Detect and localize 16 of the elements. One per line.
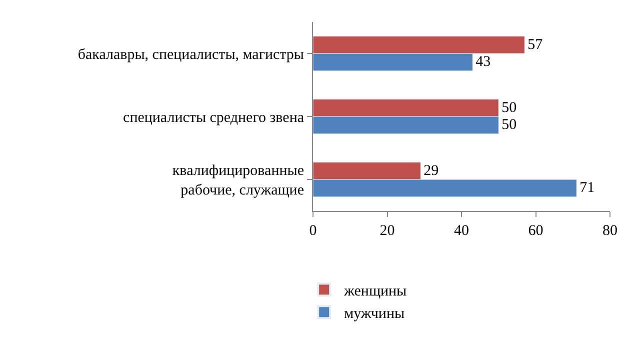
data-label: 29 [424,162,439,179]
y-tick-label: специалисты среднего звена [123,110,304,126]
x-tick-label: 20 [380,223,395,239]
data-label: 57 [528,36,544,53]
data-label: 71 [580,180,595,196]
data-label: 43 [476,54,491,70]
y-tick-label: квалифицированные рабочие, служащие [172,163,304,198]
x-tick-label: 60 [528,223,544,239]
legend-label: мужчины [344,306,405,322]
legend-label: женщины [343,283,407,300]
x-tick-label: 80 [602,223,618,239]
x-tick-label: 0 [309,223,317,239]
y-tick-label: бакалавры, специалисты, магистры [78,46,304,63]
x-tick-label: 40 [454,223,469,239]
data-label: 50 [502,100,517,116]
data-label: 50 [502,117,517,134]
